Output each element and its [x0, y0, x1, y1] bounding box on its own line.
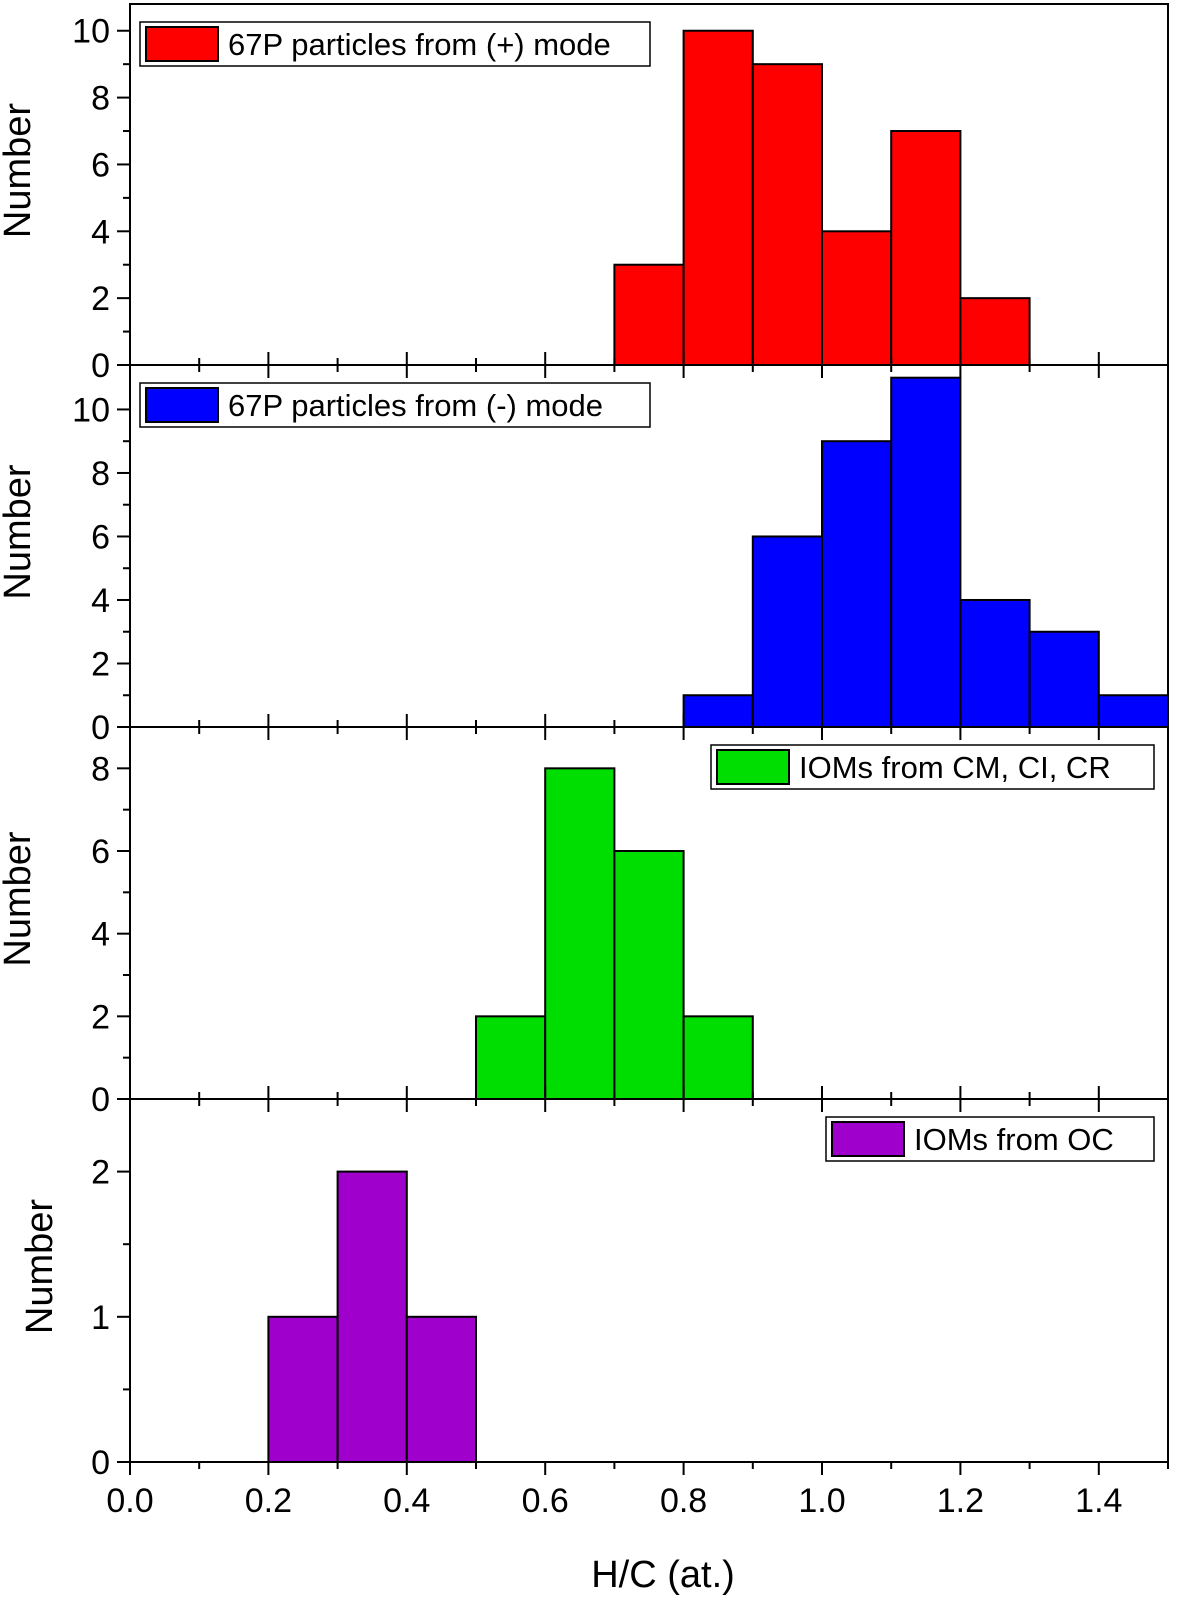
histogram-bar	[959, 297, 1031, 367]
panel-4: 0 1 2 Number IOMs from OC	[19, 1098, 1169, 1482]
histogram-bar	[336, 1170, 408, 1463]
panel-2: 0 2 4 6 8 10 Number 67P particles from (-) mode	[0, 364, 1170, 747]
panel-3: 0 2 4 6 8 Number IOMs from CM, CI, CR	[0, 726, 1169, 1119]
legend: 67P particles from (+) mode	[139, 21, 651, 67]
histogram-bar	[890, 130, 962, 366]
y-tick-label: 0	[91, 709, 110, 747]
y-tick-label: 4	[91, 916, 110, 954]
y-tick-label: 8	[91, 80, 110, 118]
y-tick-label: 4	[91, 582, 110, 620]
x-tick-label: 0.8	[660, 1482, 707, 1520]
legend-box	[139, 21, 651, 67]
y-tick-label: 8	[91, 750, 110, 788]
legend-swatch	[145, 387, 219, 423]
panel-1: 0 2 4 6 8 10 Number 67P particles from (+) mode	[0, 3, 1169, 385]
y-tick-label: 2	[91, 645, 110, 683]
y-tick-label: 0	[91, 1444, 110, 1482]
y-axis-label: Number	[0, 103, 39, 238]
legend: IOMs from OC	[825, 1116, 1155, 1162]
x-tick-label: 1.4	[1075, 1482, 1122, 1520]
y-tick-label: 1	[91, 1299, 110, 1337]
histogram-bar	[613, 850, 685, 1100]
histogram-bar	[544, 767, 616, 1100]
histogram-bar	[682, 694, 754, 728]
y-tick-label: 6	[91, 146, 110, 184]
x-tick-label: 0.4	[383, 1482, 430, 1520]
y-tick-label: 2	[91, 280, 110, 318]
legend-label: IOMs from CM, CI, CR	[799, 750, 1111, 785]
x-tick-label: 0.2	[245, 1482, 292, 1520]
legend-label: IOMs from OC	[914, 1122, 1114, 1157]
histogram-bar	[751, 535, 823, 729]
legend-box	[139, 382, 651, 428]
y-tick-label: 10	[72, 391, 110, 429]
legend-label: 67P particles from (-) mode	[228, 388, 603, 423]
histogram-bar	[267, 1315, 339, 1464]
x-tick-label: 1.0	[798, 1482, 845, 1520]
panel-frame	[129, 1098, 1169, 1463]
histogram-bar	[890, 376, 962, 728]
y-tick-label: 8	[91, 455, 110, 493]
y-tick-label: 2	[91, 1154, 110, 1192]
x-tick-label: 0.0	[106, 1482, 153, 1520]
histogram-bar	[1028, 630, 1100, 728]
legend-swatch	[831, 1121, 905, 1157]
legend-label: 67P particles from (+) mode	[228, 27, 611, 62]
y-tick-label: 0	[91, 347, 110, 385]
y-axis-label: Number	[0, 831, 39, 966]
y-axis-label: Number	[0, 464, 39, 599]
y-tick-label: 0	[91, 1081, 110, 1119]
y-tick-label: 6	[91, 518, 110, 556]
x-tick-label: 1.2	[937, 1482, 984, 1520]
legend-swatch	[145, 26, 219, 62]
x-tick-label: 0.6	[522, 1482, 569, 1520]
histogram-bar	[959, 598, 1031, 729]
legend-swatch	[716, 749, 790, 785]
x-axis-label: H/C (at.)	[591, 1554, 735, 1596]
histogram-bar	[613, 263, 685, 367]
y-tick-label: 6	[91, 833, 110, 871]
y-axis-label: Number	[19, 1199, 61, 1334]
histogram-bar	[821, 440, 893, 728]
histogram-bar	[405, 1315, 477, 1464]
histogram-bar	[475, 1015, 547, 1100]
y-tick-label: 2	[91, 998, 110, 1036]
legend: 67P particles from (-) mode	[139, 382, 651, 428]
histogram-bar	[751, 63, 823, 367]
histogram-bar	[682, 1015, 754, 1100]
histogram-bar	[821, 230, 893, 366]
legend: IOMs from CM, CI, CR	[710, 744, 1155, 790]
histogram-bar	[682, 29, 754, 366]
y-tick-label: 4	[91, 213, 110, 251]
histogram-bar	[1097, 694, 1170, 728]
y-tick-label: 10	[72, 13, 110, 51]
